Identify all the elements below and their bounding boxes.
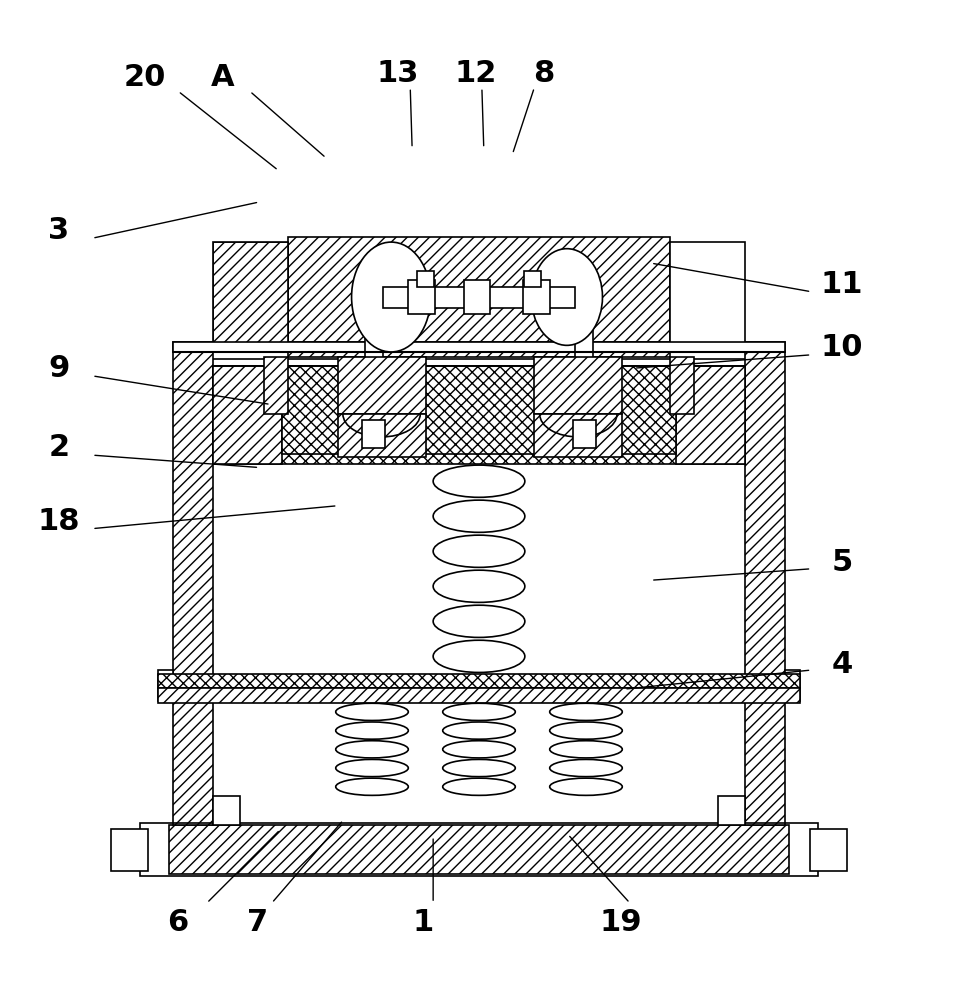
Text: 10: 10 [821, 333, 863, 362]
Ellipse shape [433, 500, 525, 532]
Bar [408, 280, 435, 314]
Ellipse shape [550, 722, 623, 739]
Bar [111, 829, 148, 871]
Bar [288, 237, 670, 357]
Text: 4: 4 [832, 650, 853, 679]
Ellipse shape [433, 640, 525, 672]
Text: 13: 13 [376, 59, 419, 88]
Bar [214, 242, 288, 352]
Ellipse shape [443, 703, 515, 720]
Bar [158, 670, 173, 701]
Bar [535, 414, 623, 457]
Ellipse shape [443, 778, 515, 795]
Ellipse shape [532, 249, 603, 345]
Text: 7: 7 [247, 908, 268, 937]
Text: 18: 18 [37, 507, 80, 536]
Ellipse shape [335, 722, 408, 739]
Bar [158, 688, 800, 703]
Bar [383, 287, 575, 308]
Bar [214, 242, 288, 352]
Bar [576, 287, 593, 359]
Bar [214, 366, 744, 464]
Text: 9: 9 [48, 354, 69, 383]
Bar [524, 271, 541, 287]
Bar [263, 357, 288, 414]
Bar [670, 357, 695, 414]
Ellipse shape [443, 759, 515, 777]
Bar [173, 342, 785, 352]
Bar [785, 670, 800, 701]
Ellipse shape [335, 741, 408, 758]
Bar [535, 357, 623, 414]
Bar [214, 366, 283, 464]
Bar [417, 271, 434, 287]
Text: 1: 1 [413, 908, 434, 937]
Bar [140, 823, 818, 876]
Ellipse shape [335, 759, 408, 777]
Ellipse shape [443, 722, 515, 739]
Ellipse shape [550, 703, 623, 720]
Text: 12: 12 [455, 59, 497, 88]
Ellipse shape [433, 535, 525, 567]
Bar [675, 366, 744, 464]
Bar [718, 796, 744, 825]
Text: A: A [211, 63, 235, 92]
Ellipse shape [335, 778, 408, 795]
Ellipse shape [352, 242, 431, 352]
Bar [744, 352, 785, 825]
Ellipse shape [550, 741, 623, 758]
Bar [810, 829, 847, 871]
Ellipse shape [433, 465, 525, 497]
Text: 6: 6 [168, 908, 189, 937]
Bar [173, 342, 785, 352]
Bar [337, 414, 425, 457]
Bar [158, 674, 800, 688]
Text: 5: 5 [832, 548, 853, 577]
Bar [173, 352, 214, 825]
Text: 20: 20 [124, 63, 166, 92]
Ellipse shape [335, 703, 408, 720]
Bar [464, 280, 490, 314]
Bar [365, 287, 382, 359]
Text: 2: 2 [48, 433, 69, 462]
Ellipse shape [550, 778, 623, 795]
Bar [523, 280, 550, 314]
Bar [573, 420, 596, 448]
Ellipse shape [550, 759, 623, 777]
Bar [214, 796, 240, 825]
Bar [337, 357, 425, 414]
Text: 3: 3 [48, 216, 69, 245]
Text: 8: 8 [534, 59, 555, 88]
Ellipse shape [433, 570, 525, 602]
Ellipse shape [443, 741, 515, 758]
Bar [670, 242, 744, 352]
Bar [362, 420, 385, 448]
Ellipse shape [433, 605, 525, 637]
Text: 11: 11 [821, 270, 863, 299]
Bar [169, 825, 789, 874]
Bar [283, 366, 675, 454]
Text: 19: 19 [599, 908, 642, 937]
